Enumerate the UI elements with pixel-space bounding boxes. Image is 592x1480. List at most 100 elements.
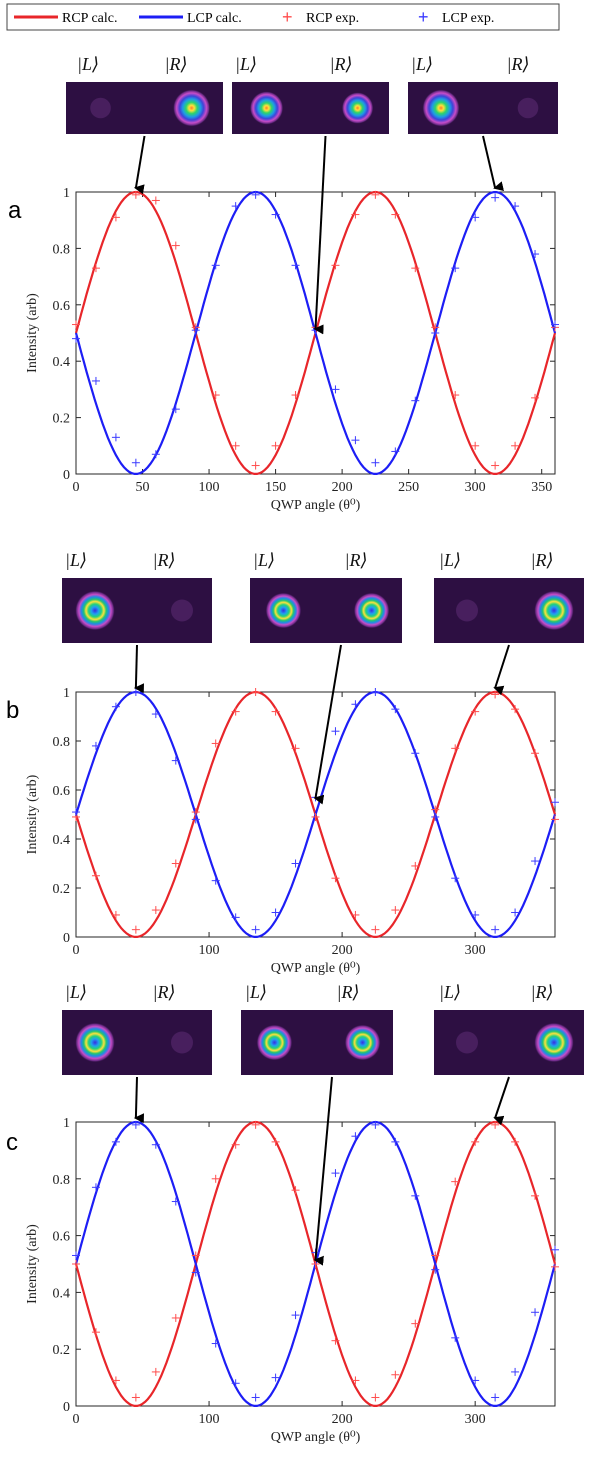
pointer-arrow xyxy=(313,135,327,335)
legend-marker-lcp-exp: + xyxy=(418,7,429,27)
y-tick-label: 0.2 xyxy=(53,1343,71,1358)
data-point xyxy=(271,1373,280,1382)
pointer-arrow xyxy=(493,644,510,696)
y-tick-label: 0.6 xyxy=(53,1230,71,1245)
data-point xyxy=(171,405,180,414)
data-point xyxy=(231,913,240,922)
y-tick-label: 0.2 xyxy=(53,412,71,427)
panel-b: b 0 100 200 300 0 0.2 0.4 0.6 0.8 1 QWP angle (θ⁰) I… xyxy=(6,550,584,976)
left-beam-spot xyxy=(249,91,284,125)
data-point xyxy=(351,1376,360,1385)
data-point xyxy=(471,441,480,450)
beam-image xyxy=(62,578,212,643)
y-tick-label: 0 xyxy=(63,931,70,946)
x-tick-label: 100 xyxy=(199,943,220,958)
beam-image xyxy=(250,578,402,643)
data-point xyxy=(191,326,200,335)
data-point xyxy=(371,190,380,199)
x-tick-label: 150 xyxy=(265,480,286,495)
data-point xyxy=(311,812,320,821)
data-point xyxy=(411,1191,420,1200)
beam-image xyxy=(434,1010,584,1075)
data-point xyxy=(151,906,160,915)
data-point xyxy=(171,241,180,250)
data-point xyxy=(271,908,280,917)
legend-box xyxy=(6,3,560,31)
data-point xyxy=(72,808,80,817)
data-point xyxy=(531,393,540,402)
data-point xyxy=(191,815,200,824)
data-point xyxy=(371,1393,380,1402)
x-tick-label: 200 xyxy=(332,480,353,495)
data-point xyxy=(531,857,540,866)
data-point xyxy=(231,1140,240,1149)
data-point xyxy=(411,861,420,870)
y-tick-label: 1 xyxy=(63,186,70,201)
beam-image xyxy=(408,82,558,134)
data-point xyxy=(211,261,220,270)
data-point xyxy=(151,1140,160,1149)
data-point xyxy=(391,447,400,456)
right-beam-spot xyxy=(344,1024,381,1061)
x-tick-label: 300 xyxy=(465,943,486,958)
data-point xyxy=(171,756,180,765)
data-point xyxy=(391,1137,400,1146)
data-point xyxy=(371,458,380,467)
right-beam-spot xyxy=(534,1022,574,1063)
data-point xyxy=(271,441,280,450)
y-axis-label: Intensity (arb) xyxy=(25,293,40,373)
ket-label: |R⟩ xyxy=(153,550,176,570)
data-point xyxy=(391,1370,400,1379)
ket-label: |L⟩ xyxy=(77,54,99,74)
right-beam-spot xyxy=(353,592,390,629)
data-point xyxy=(431,805,440,814)
left-beam-spot xyxy=(256,1024,293,1061)
data-point xyxy=(511,202,520,211)
data-point xyxy=(72,320,80,329)
data-point xyxy=(391,210,400,219)
data-point xyxy=(291,859,300,868)
panel-a: a 0 50 100 150 200 250 300 350 0 0.2 0.4 0.6 0.8 1 QWP … xyxy=(8,54,559,513)
data-point xyxy=(431,1265,440,1274)
data-point xyxy=(151,450,160,459)
data-point xyxy=(91,1183,100,1192)
ket-label: |L⟩ xyxy=(439,550,461,570)
data-point xyxy=(331,1169,340,1178)
data-point xyxy=(231,202,240,211)
data-point xyxy=(251,688,260,696)
x-tick-label: 0 xyxy=(73,480,80,495)
data-point xyxy=(511,441,520,450)
data-point xyxy=(431,329,440,337)
data-point xyxy=(291,261,300,270)
data-point xyxy=(551,1262,559,1271)
data-point xyxy=(271,210,280,219)
data-point xyxy=(471,707,480,716)
ket-label: |R⟩ xyxy=(345,550,368,570)
data-point xyxy=(491,1393,500,1402)
data-point xyxy=(391,705,400,714)
data-point xyxy=(191,1251,200,1260)
data-point xyxy=(251,1120,260,1129)
data-point xyxy=(371,688,380,696)
data-point xyxy=(171,1313,180,1322)
data-point xyxy=(131,1393,140,1402)
data-point xyxy=(91,1328,100,1337)
data-point xyxy=(72,1260,80,1268)
data-point xyxy=(531,749,540,758)
x-axis-label: QWP angle (θ⁰) xyxy=(271,961,361,976)
beam-image xyxy=(232,82,389,134)
data-point xyxy=(471,1376,480,1385)
panel-label: b xyxy=(6,697,19,724)
data-point xyxy=(291,744,300,753)
data-point xyxy=(451,1177,460,1186)
data-point xyxy=(151,710,160,719)
right-beam-spot xyxy=(171,1031,193,1054)
data-point xyxy=(451,1333,460,1342)
pointer-arrow xyxy=(313,1076,333,1266)
data-point xyxy=(271,707,280,716)
beam-image xyxy=(434,578,584,643)
left-beam-spot xyxy=(75,1022,115,1063)
data-point xyxy=(531,1308,540,1317)
ket-label: |R⟩ xyxy=(507,54,530,74)
